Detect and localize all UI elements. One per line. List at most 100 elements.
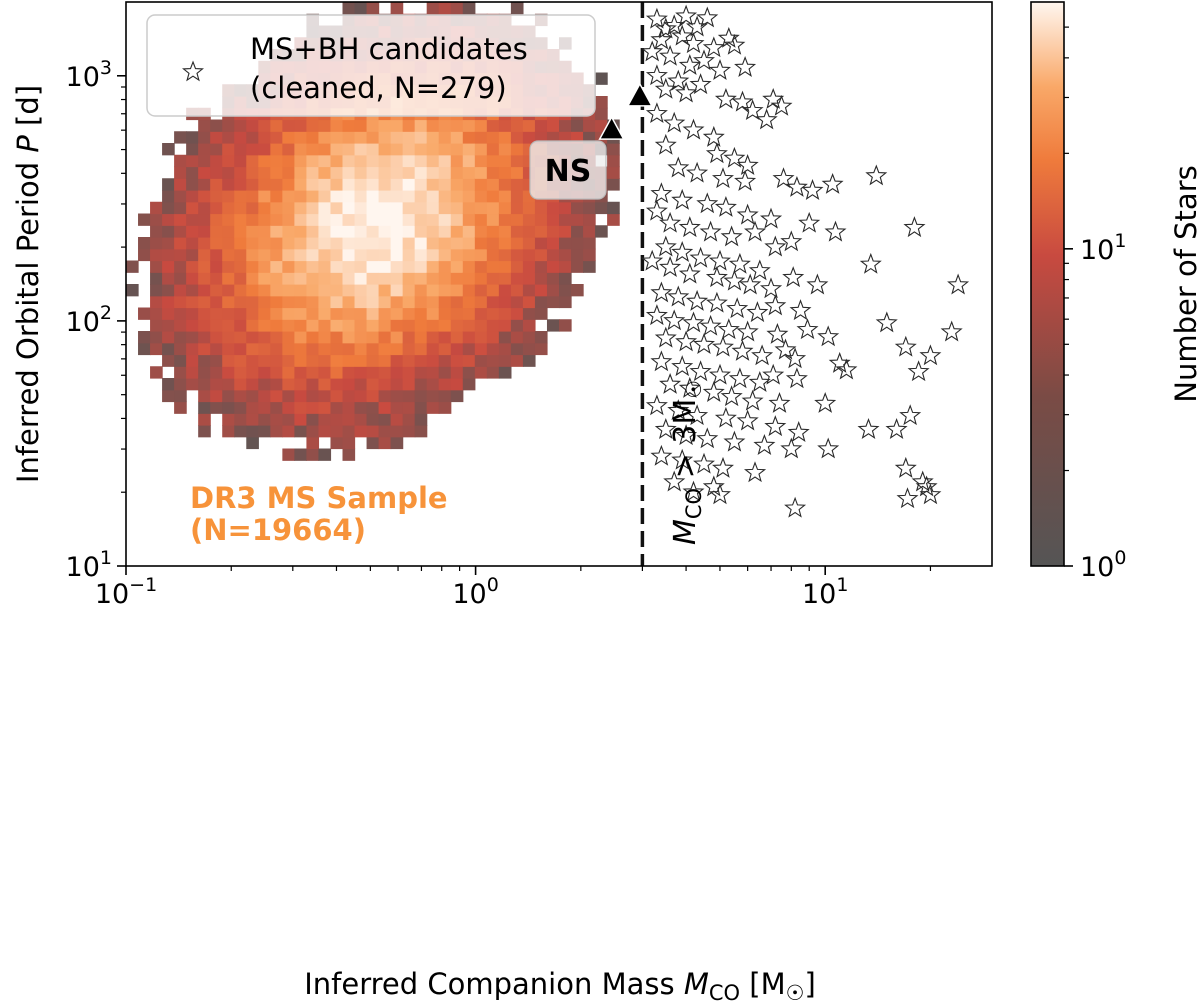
heatmap-bin (414, 425, 428, 438)
heatmap-bin (607, 178, 620, 191)
heatmap-bin (390, 389, 404, 403)
candidate-star (798, 211, 821, 233)
heatmap-bin (174, 307, 187, 320)
heatmap-bin (186, 260, 199, 273)
legend-star (182, 60, 204, 82)
heatmap-bin (150, 331, 163, 344)
y-axis-label: Inferred Orbital Period P [d] (11, 85, 45, 483)
heatmap-bin (330, 166, 344, 179)
heatmap-bin (438, 166, 452, 179)
heatmap-bin (342, 237, 356, 250)
heatmap-bin (486, 354, 500, 367)
heatmap-bin (258, 154, 271, 168)
heatmap-bin (583, 213, 596, 226)
heatmap-bin (258, 201, 271, 215)
candidate-star (663, 309, 686, 331)
heatmap-bin (366, 331, 380, 344)
heatmap-bin (138, 237, 151, 250)
heatmap-bin (246, 178, 259, 191)
heatmap-bin (474, 319, 488, 332)
heatmap-bin (462, 342, 476, 356)
heatmap-bin (559, 119, 572, 132)
heatmap-bin (366, 307, 380, 320)
heatmap-bin (342, 354, 356, 367)
heatmap-bin (162, 354, 175, 367)
heatmap-bin (174, 331, 187, 344)
heatmap-bin (450, 143, 464, 156)
heatmap-bin (354, 389, 368, 403)
heatmap-bin (342, 425, 356, 438)
candidate-star (720, 225, 743, 247)
heatmap-bin (583, 201, 596, 215)
heatmap-bin (222, 213, 235, 226)
heatmap-bin (474, 366, 488, 379)
candidate-star (693, 333, 715, 354)
heatmap-bin (366, 425, 380, 438)
heatmap-bin (438, 201, 452, 215)
heatmap-bin (222, 154, 235, 168)
candidate-star (671, 448, 694, 470)
heatmap-bin (438, 260, 452, 273)
heatmap-bin (294, 354, 308, 367)
candidate-star (748, 259, 771, 281)
candidate-star (654, 77, 677, 99)
heatmap-bin (162, 272, 175, 285)
heatmap-bin (294, 307, 308, 320)
heatmap-bin (522, 272, 536, 285)
heatmap-bin (390, 342, 404, 356)
heatmap-bin (294, 154, 308, 168)
heatmap-bin (330, 307, 344, 320)
heatmap-bin (330, 378, 344, 391)
heatmap-bin (486, 342, 500, 356)
candidate-star (723, 33, 746, 55)
heatmap-bin (354, 413, 368, 426)
heatmap-bin (234, 284, 247, 297)
heatmap-bin (258, 354, 271, 367)
heatmap-bin (438, 354, 452, 367)
heatmap-bin (414, 295, 428, 309)
heatmap-bin (306, 131, 320, 144)
heatmap-bin (186, 178, 199, 191)
heatmap-bin (294, 225, 308, 238)
heatmap-bin (426, 378, 440, 391)
heatmap-bin (402, 143, 416, 156)
candidate-star (659, 372, 682, 394)
heatmap-bin (378, 366, 392, 379)
heatmap-bin (246, 354, 259, 367)
heatmap-bin (510, 237, 524, 250)
heatmap-bin (342, 166, 356, 179)
heatmap-bin (222, 225, 235, 238)
heatmap-bin (330, 284, 344, 297)
candidate-star (702, 125, 725, 147)
heatmap-bin (378, 425, 392, 438)
heatmap-bin (342, 389, 356, 403)
heatmap-bin (390, 260, 404, 273)
heatmap-bin (366, 213, 380, 226)
plot-frame (125, 1, 993, 567)
heatmap-bin (282, 119, 295, 132)
heatmap-bin (222, 131, 235, 144)
heatmap-bin (462, 248, 476, 262)
heatmap-bin (559, 237, 572, 250)
heatmap-bin (270, 389, 283, 403)
candidate-star (728, 252, 751, 274)
heatmap-bin (402, 201, 416, 215)
heatmap-bin (390, 213, 404, 226)
heatmap-bin (426, 201, 440, 215)
heatmap-bin (462, 2, 476, 15)
heatmap-bin (426, 319, 440, 332)
heatmap-bin (402, 178, 416, 191)
heatmap-bin (174, 225, 187, 238)
heatmap-bin (342, 307, 356, 320)
heatmap-bin (270, 378, 283, 391)
candidate-star (741, 389, 764, 411)
candidate-star (696, 427, 719, 449)
heatmap-bin (318, 284, 332, 297)
heatmap-bin (354, 178, 368, 191)
heatmap-bin (234, 272, 247, 285)
heatmap-bin (414, 284, 428, 297)
heatmap-bin (282, 319, 295, 332)
heatmap-bin (318, 331, 332, 344)
heatmap-bin (571, 284, 584, 297)
heatmap-bin (174, 237, 187, 250)
